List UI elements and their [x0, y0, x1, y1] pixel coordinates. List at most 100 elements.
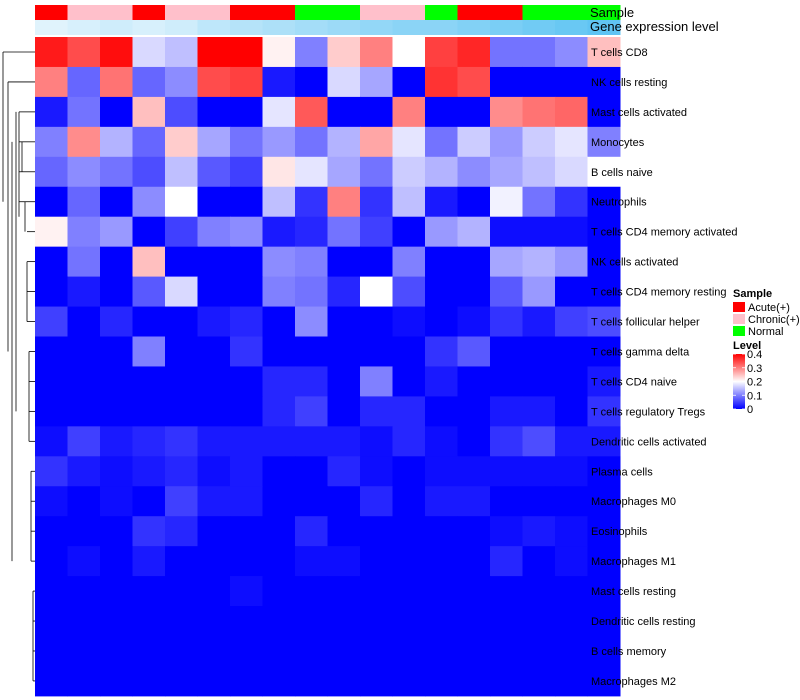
level-tick-label: 0.1 — [747, 390, 762, 402]
heatmap-cells — [35, 37, 621, 697]
heatmap-cell — [165, 636, 198, 667]
heatmap-cell — [457, 636, 491, 667]
heatmap-cell — [67, 126, 101, 158]
heatmap-cell — [457, 216, 491, 248]
heatmap-cell — [490, 306, 523, 337]
heatmap-cell — [197, 606, 231, 637]
heatmap-cell — [165, 186, 198, 218]
heatmap-cell — [35, 96, 68, 128]
heatmap-cell — [327, 306, 361, 337]
sample-annotation-cell — [35, 5, 68, 20]
heatmap-cell — [392, 606, 426, 637]
heatmap-cell — [522, 486, 556, 517]
heatmap-cell — [457, 96, 491, 128]
sample-annotation-cell — [262, 5, 296, 20]
row-label: Dendritic cells activated — [591, 436, 707, 448]
heatmap-cell — [197, 456, 231, 487]
heatmap-cell — [490, 96, 523, 128]
heatmap-cell — [230, 306, 263, 337]
heatmap-cell — [132, 156, 166, 188]
heatmap-cell — [197, 96, 231, 128]
heatmap-cell — [67, 66, 101, 98]
heatmap-cell — [295, 546, 328, 577]
heatmap-cell — [35, 456, 68, 487]
heatmap-cell — [392, 37, 426, 68]
heatmap-cell — [522, 216, 556, 248]
heatmap-cell — [100, 96, 133, 128]
heatmap-cell — [555, 126, 588, 158]
expression-annotation-label: Gene expression level — [590, 19, 719, 34]
legend-label: Acute(+) — [748, 302, 790, 314]
heatmap-cell — [230, 216, 263, 248]
heatmap-cell — [457, 126, 491, 158]
heatmap-cell — [230, 665, 263, 697]
heatmap-cell — [100, 306, 133, 337]
heatmap-cell — [132, 486, 166, 517]
heatmap-cell — [425, 306, 458, 337]
heatmap-cell — [67, 636, 101, 667]
heatmap-cell — [360, 216, 393, 248]
heatmap-cell — [165, 336, 198, 367]
expression-annotation-cell — [490, 20, 523, 35]
heatmap-cell — [555, 96, 588, 128]
heatmap-cell — [587, 246, 621, 278]
heatmap-cell — [100, 126, 133, 158]
heatmap-cell — [197, 126, 231, 158]
heatmap-cell — [35, 156, 68, 188]
heatmap-cell — [67, 516, 101, 547]
heatmap-cell — [327, 336, 361, 367]
heatmap-cell — [555, 665, 588, 697]
heatmap-cell — [522, 516, 556, 547]
sample-annotation-cell — [67, 5, 101, 20]
heatmap-cell — [522, 366, 556, 397]
heatmap-cell — [327, 246, 361, 278]
heatmap-cell — [230, 126, 263, 158]
level-tick-label: 0.2 — [747, 377, 762, 389]
heatmap-cell — [165, 426, 198, 457]
heatmap-cell — [35, 546, 68, 577]
heatmap-cell — [555, 37, 588, 68]
heatmap-cell — [522, 606, 556, 637]
legend-swatch — [733, 302, 745, 312]
expression-annotation-cell — [522, 20, 556, 35]
heatmap-cell — [360, 306, 393, 337]
sample-annotation-cell — [360, 5, 393, 20]
heatmap-cell — [555, 606, 588, 637]
heatmap-cell — [35, 576, 68, 607]
heatmap-cell — [555, 66, 588, 98]
expression-annotation-cell — [327, 20, 361, 35]
heatmap-cell — [295, 576, 328, 607]
sample-annotation-cell — [490, 5, 523, 20]
heatmap-cell — [555, 246, 588, 278]
heatmap-cell — [457, 276, 491, 308]
row-label: Mast cells activated — [591, 107, 687, 119]
heatmap-cell — [262, 216, 296, 248]
heatmap-cell — [165, 396, 198, 427]
heatmap-cell — [425, 336, 458, 367]
heatmap-cell — [360, 126, 393, 158]
heatmap-cell — [490, 246, 523, 278]
heatmap-cell — [425, 366, 458, 397]
heatmap-cell — [67, 426, 101, 457]
heatmap-cell — [490, 606, 523, 637]
heatmap-cell — [165, 516, 198, 547]
row-label: Macrophages M0 — [591, 496, 676, 508]
heatmap-cell — [522, 396, 556, 427]
heatmap-cell — [425, 546, 458, 577]
expression-annotation-cell — [230, 20, 263, 35]
row-label: Macrophages M1 — [591, 556, 676, 568]
row-label: Mast cells resting — [591, 586, 676, 598]
heatmap-cell — [230, 486, 263, 517]
heatmap-cell — [197, 336, 231, 367]
heatmap-cell — [295, 306, 328, 337]
heatmap-cell — [522, 306, 556, 337]
heatmap-cell — [262, 456, 296, 487]
heatmap-cell — [295, 186, 328, 218]
heatmap-cell — [230, 396, 263, 427]
heatmap-cell — [522, 246, 556, 278]
heatmap-cell — [425, 216, 458, 248]
heatmap-cell — [490, 665, 523, 697]
heatmap-cell — [555, 486, 588, 517]
heatmap-cell — [295, 665, 328, 697]
heatmap-cell — [132, 665, 166, 697]
